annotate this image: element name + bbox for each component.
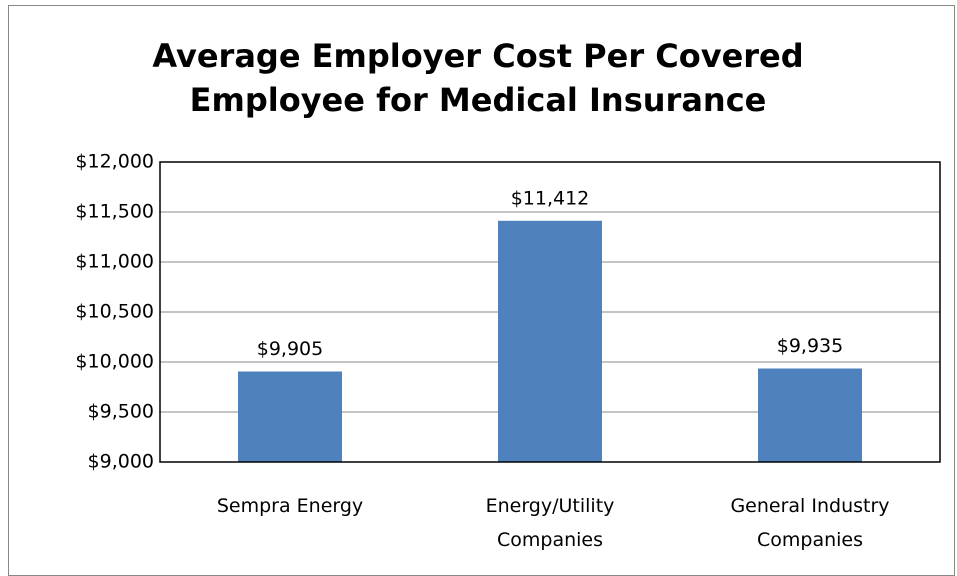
y-tick-label: $12,000 (75, 151, 154, 173)
y-tick-label: $9,500 (88, 401, 154, 423)
y-tick-label: $10,000 (75, 351, 154, 373)
bar (238, 371, 342, 462)
value-label: $9,905 (257, 338, 323, 360)
y-tick-label: $11,000 (75, 251, 154, 273)
y-tick-label: $10,500 (75, 301, 154, 323)
y-tick-label: $9,000 (88, 451, 154, 473)
y-tick-label: $11,500 (75, 201, 154, 223)
bar (498, 220, 602, 462)
x-tick-label: General Industry Companies (730, 495, 889, 551)
chart-title: Average Employer Cost Per Covered Employe… (152, 37, 803, 119)
plot-frame (159, 161, 941, 463)
value-label: $11,412 (511, 187, 590, 209)
x-tick-label: Energy/Utility Companies (486, 495, 615, 551)
value-label: $9,935 (777, 335, 843, 357)
bar (758, 368, 862, 462)
chart-frame (8, 5, 955, 576)
x-tick-label: Sempra Energy (217, 495, 363, 517)
